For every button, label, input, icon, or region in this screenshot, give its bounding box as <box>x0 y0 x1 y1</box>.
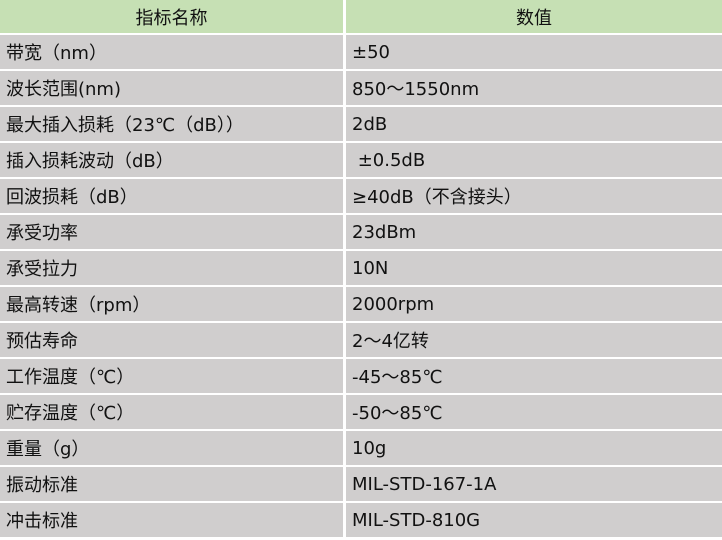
table-row: 插入损耗波动（dB） ±0.5dB <box>0 143 722 177</box>
cell-value: 2～4亿转 <box>346 323 722 357</box>
cell-name: 波长范围(nm) <box>0 71 343 105</box>
cell-value: ≥40dB（不含接头） <box>346 179 722 213</box>
cell-name: 插入损耗波动（dB） <box>0 143 343 177</box>
cell-value: MIL-STD-810G <box>346 503 722 537</box>
cell-name: 最高转速（rpm） <box>0 287 343 321</box>
table-row: 贮存温度（℃） -50～85℃ <box>0 395 722 429</box>
cell-name: 振动标准 <box>0 467 343 501</box>
cell-value: 850～1550nm <box>346 71 722 105</box>
header-value: 数值 <box>346 0 722 33</box>
cell-value: 10g <box>346 431 722 465</box>
cell-name: 工作温度（℃） <box>0 359 343 393</box>
cell-name: 承受拉力 <box>0 251 343 285</box>
cell-value: 10N <box>346 251 722 285</box>
table-row: 冲击标准 MIL-STD-810G <box>0 503 722 537</box>
table-row: 回波损耗（dB） ≥40dB（不含接头） <box>0 179 722 213</box>
cell-name: 冲击标准 <box>0 503 343 537</box>
cell-name: 回波损耗（dB） <box>0 179 343 213</box>
table-row: 振动标准 MIL-STD-167-1A <box>0 467 722 501</box>
table-row: 预估寿命 2～4亿转 <box>0 323 722 357</box>
cell-value: -50～85℃ <box>346 395 722 429</box>
table-row: 承受拉力 10N <box>0 251 722 285</box>
cell-name: 贮存温度（℃） <box>0 395 343 429</box>
cell-name: 重量（g） <box>0 431 343 465</box>
table-row: 承受功率 23dBm <box>0 215 722 249</box>
cell-value: MIL-STD-167-1A <box>346 467 722 501</box>
cell-value: ±0.5dB <box>346 143 722 177</box>
header-name: 指标名称 <box>0 0 343 33</box>
table-row: 带宽（nm） ±50 <box>0 35 722 69</box>
table-row: 最大插入损耗（23℃（dB）） 2dB <box>0 107 722 141</box>
header-row: 指标名称 数值 <box>0 0 722 33</box>
table-row: 重量（g） 10g <box>0 431 722 465</box>
cell-value: 2000rpm <box>346 287 722 321</box>
cell-name: 最大插入损耗（23℃（dB）） <box>0 107 343 141</box>
cell-value: -45～85℃ <box>346 359 722 393</box>
cell-name: 承受功率 <box>0 215 343 249</box>
cell-name: 带宽（nm） <box>0 35 343 69</box>
cell-value: 2dB <box>346 107 722 141</box>
table-row: 工作温度（℃） -45～85℃ <box>0 359 722 393</box>
cell-name: 预估寿命 <box>0 323 343 357</box>
cell-value: 23dBm <box>346 215 722 249</box>
table-row: 波长范围(nm) 850～1550nm <box>0 71 722 105</box>
table-row: 最高转速（rpm） 2000rpm <box>0 287 722 321</box>
cell-value: ±50 <box>346 35 722 69</box>
